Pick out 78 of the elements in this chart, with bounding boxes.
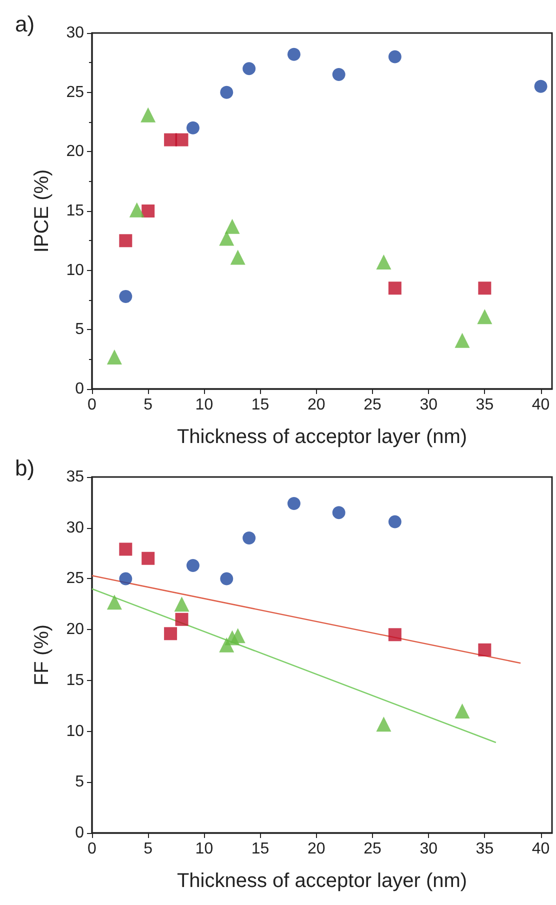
y-tick-label: 25 xyxy=(66,570,84,588)
point xyxy=(224,218,240,234)
point xyxy=(230,628,246,644)
chart-title: b) xyxy=(15,456,35,480)
point xyxy=(388,50,402,64)
point xyxy=(106,594,122,610)
point xyxy=(142,552,155,565)
point xyxy=(242,532,256,545)
point xyxy=(388,628,402,642)
point xyxy=(175,612,188,626)
x-tick-label: 40 xyxy=(532,396,550,414)
point xyxy=(332,506,346,520)
x-tick-label: 15 xyxy=(251,840,270,858)
x-axis-title: Thickness of acceptor layer (nm) xyxy=(176,426,468,448)
x-tick-label: 10 xyxy=(195,396,214,414)
x-tick-label: 0 xyxy=(88,396,97,414)
point xyxy=(186,558,200,572)
x-tick-label: 20 xyxy=(307,840,326,858)
point xyxy=(287,48,300,61)
y-tick-label: 15 xyxy=(66,202,84,220)
point xyxy=(454,703,470,718)
y-tick-label: 0 xyxy=(75,824,84,842)
point xyxy=(220,572,234,586)
chart-title: a) xyxy=(15,12,35,36)
point xyxy=(230,250,246,265)
x-tick-label: 10 xyxy=(195,840,214,858)
point xyxy=(106,349,122,364)
y-tick-label: 5 xyxy=(75,321,84,338)
point xyxy=(454,332,470,348)
point xyxy=(220,86,234,99)
x-tick-label: 5 xyxy=(144,396,153,414)
x-tick-label: 40 xyxy=(532,840,550,858)
x-tick-label: 30 xyxy=(420,840,438,858)
point xyxy=(174,596,190,612)
x-tick-label: 35 xyxy=(476,396,494,414)
point xyxy=(119,542,132,556)
x-tick-label: 25 xyxy=(364,840,382,858)
y-tick-label: 0 xyxy=(75,380,84,398)
x-tick-label: 35 xyxy=(476,840,494,858)
point xyxy=(119,572,132,586)
point xyxy=(186,121,200,134)
x-tick-label: 20 xyxy=(307,396,326,414)
x-tick-label: 5 xyxy=(144,840,153,858)
point xyxy=(140,107,156,122)
point xyxy=(376,254,392,270)
point xyxy=(376,716,392,732)
point xyxy=(142,204,155,218)
point xyxy=(478,643,492,656)
y-tick-label: 15 xyxy=(66,672,84,689)
point xyxy=(388,515,402,528)
y-tick-label: 10 xyxy=(66,722,84,740)
x-tick-label: 15 xyxy=(251,396,270,414)
point xyxy=(287,496,300,510)
y-tick-label: 20 xyxy=(66,621,84,638)
point xyxy=(129,202,144,218)
y-tick-label: 10 xyxy=(66,262,84,279)
point xyxy=(534,80,548,93)
point xyxy=(175,133,188,146)
point xyxy=(119,290,132,303)
point xyxy=(478,282,492,295)
y-tick-label: 5 xyxy=(75,774,84,791)
y-tick-label: 25 xyxy=(66,84,84,101)
x-axis-title: Thickness of acceptor layer (nm) xyxy=(176,870,468,892)
point xyxy=(388,282,402,295)
y-tick-label: 30 xyxy=(66,24,84,42)
x-tick-label: 0 xyxy=(88,840,97,858)
x-tick-label: 25 xyxy=(364,396,382,414)
point xyxy=(332,68,346,82)
y-tick-label: 30 xyxy=(66,519,84,536)
point xyxy=(119,234,132,248)
point xyxy=(477,309,492,324)
y-axis-title: IPCE (%) xyxy=(31,169,53,253)
y-tick-label: 20 xyxy=(66,143,84,160)
point xyxy=(242,62,256,76)
x-tick-label: 30 xyxy=(420,396,438,414)
y-axis-title: FF (%) xyxy=(31,624,53,686)
y-tick-label: 35 xyxy=(66,468,84,486)
point xyxy=(164,627,178,640)
